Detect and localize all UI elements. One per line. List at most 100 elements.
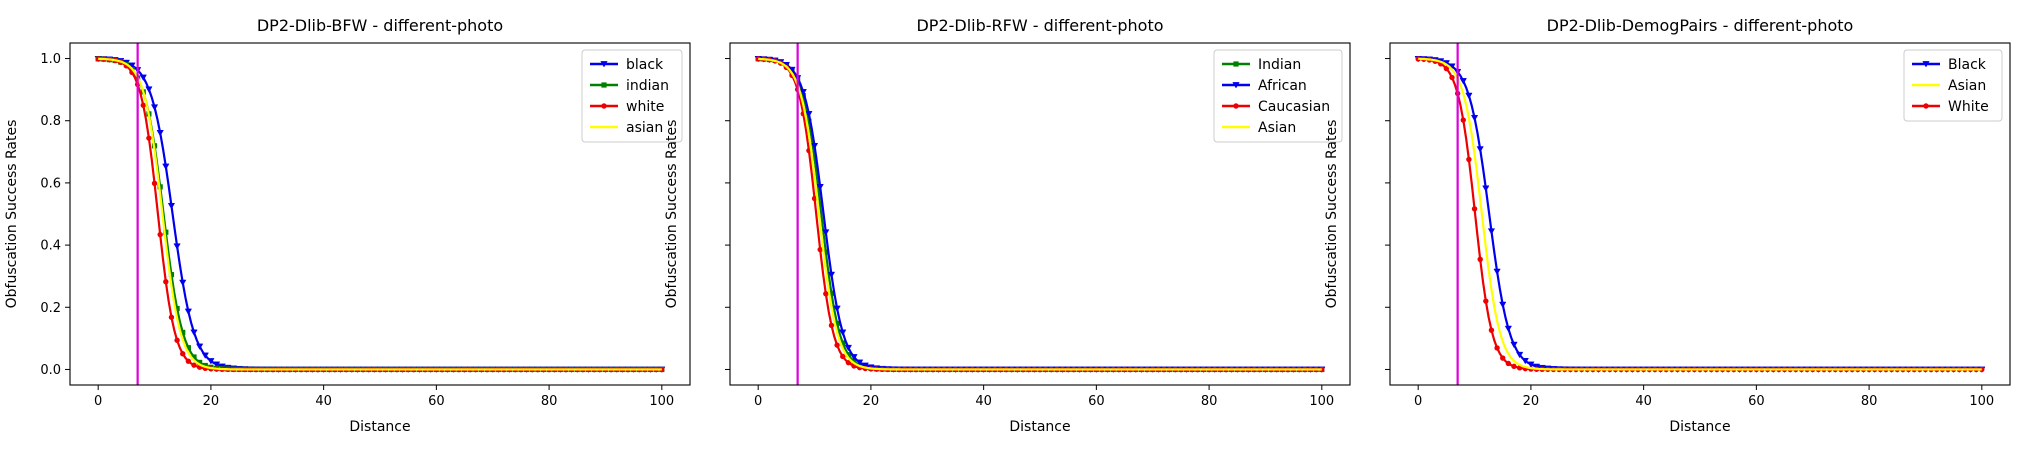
data-point [1516,351,1524,359]
data-point [140,102,146,108]
data-point [840,353,846,360]
x-tick-label: 100 [649,394,674,409]
legend-marker [601,103,607,109]
data-point [168,272,175,278]
series-line [98,57,662,371]
y-tick-label: 0.6 [40,176,61,191]
x-tick-label: 60 [1088,394,1105,409]
data-point [180,351,186,357]
data-point [1459,78,1467,85]
legend: Indian African Caucasian Asian [1213,49,1343,143]
chart-title: DP2-Dlib-RFW - different-photo [916,16,1163,35]
data-point [1482,185,1490,192]
data-point [196,343,204,350]
data-point [1443,65,1450,72]
x-axis-label: Distance [1009,419,1070,435]
data-point [1499,301,1507,309]
y-axis-label: Obfuscation Success Rates [4,120,20,309]
data-point [811,195,818,202]
legend-item-black: Black [1912,57,1987,73]
x-axis-label: Distance [1669,419,1730,435]
legend-label: Asian [1258,120,1296,136]
data-point [207,358,215,365]
x-tick-label: 80 [1201,394,1218,409]
data-point [157,231,163,238]
data-point [856,359,864,366]
legend-item-black: black [590,57,664,73]
data-point [1521,357,1529,365]
chart-panel-1: DP2-Dlib-BFW - different-photo Distance Ob… [4,16,691,435]
legend-label: Indian [1258,57,1301,73]
series-asian [1418,57,1982,371]
x-tick-label: 0 [754,394,762,409]
data-point [851,358,857,364]
x-tick-label: 100 [1969,394,1994,409]
axes-frame [69,42,691,386]
legend-label: white [626,99,664,115]
data-point [828,322,835,329]
data-point [1488,327,1495,333]
data-point [1471,206,1478,212]
y-tick-label: 0.2 [40,301,61,316]
series-line [98,57,662,371]
data-point [139,74,147,81]
legend-label: asian [626,120,663,136]
data-point [845,352,851,358]
data-point [146,135,152,141]
data-point [197,359,203,366]
y-axis-label: Obfuscation Success Rates [1324,120,1340,309]
data-point [202,362,208,369]
legend-item-white: white [590,99,664,115]
data-point [168,314,175,320]
axes-frame [729,42,1351,386]
data-point [184,308,192,316]
series-line [1418,57,1982,371]
data-point [845,359,852,366]
data-point [185,358,192,364]
data-point [827,271,836,279]
data-point [1483,298,1489,304]
legend-label: indian [626,78,669,94]
chart-title: DP2-Dlib-BFW - different-photo [257,16,503,35]
data-point [1493,268,1501,276]
data-point [1527,361,1535,368]
plot-area [94,55,666,373]
x-tick-label: 40 [975,394,992,409]
data-point [834,320,840,327]
plot-area [754,56,1326,373]
legend-label: black [626,57,664,73]
series-white [1415,56,1985,373]
legend-box [581,49,683,143]
data-point [1465,92,1473,100]
data-point [1504,325,1512,333]
legend-marker [1233,103,1239,109]
data-point [1511,363,1517,370]
x-tick-label: 20 [203,394,220,409]
data-point [1449,74,1455,81]
data-point [163,279,169,285]
data-point [833,305,841,313]
data-point [128,62,136,69]
data-point [174,337,180,343]
data-point [162,163,170,170]
legend-item-asian: asian [590,120,663,136]
y-tick-label: 0.0 [40,363,61,378]
data-point [806,118,812,124]
series-line [98,57,662,371]
legend-marker [600,61,608,68]
x-tick-label: 100 [1309,394,1334,409]
legend-item-white: White [1912,99,1989,115]
x-tick-label: 0 [94,394,102,409]
legend-item-caucasian: Caucasian [1222,99,1330,115]
chart-panel-3: DP2-Dlib-DemogPairs - different-photo Dis… [1324,16,2011,435]
data-point [179,279,187,287]
legend-item-african: African [1222,78,1307,94]
x-tick-label: 20 [863,394,880,409]
legend-box [1903,49,2003,122]
data-point [1510,341,1518,349]
x-tick-label: 60 [1748,394,1765,409]
data-point [839,329,847,336]
legend-marker [1233,61,1239,67]
legend-marker [1232,82,1240,89]
data-point [212,361,221,368]
